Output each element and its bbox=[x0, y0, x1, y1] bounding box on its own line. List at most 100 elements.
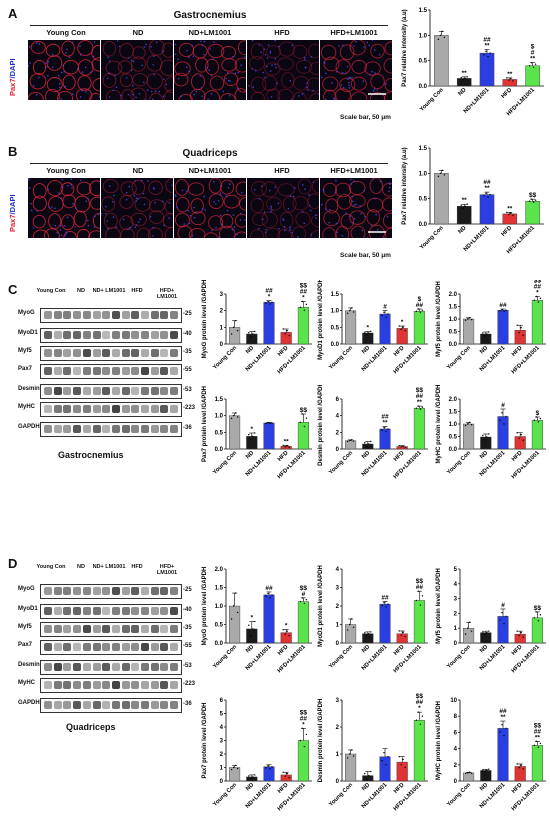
blot-strip bbox=[40, 698, 182, 713]
data-point bbox=[487, 196, 489, 198]
significance-mark: ** bbox=[507, 71, 513, 78]
y-tick-label: 0.0 bbox=[331, 342, 340, 348]
data-point bbox=[466, 423, 469, 425]
data-point bbox=[482, 769, 484, 771]
data-point bbox=[350, 618, 353, 620]
blot-band bbox=[82, 587, 91, 595]
data-point bbox=[443, 36, 446, 39]
blot-band bbox=[111, 425, 120, 433]
blot-band bbox=[63, 367, 72, 375]
blot-band bbox=[170, 331, 179, 339]
micrograph-tile bbox=[247, 178, 328, 245]
data-point bbox=[252, 333, 254, 335]
y-tick-label: 0.0 bbox=[215, 447, 224, 453]
data-point bbox=[387, 428, 389, 430]
blot-band bbox=[73, 701, 82, 709]
bar bbox=[413, 311, 425, 345]
blot-band bbox=[160, 311, 169, 319]
data-point bbox=[265, 422, 267, 425]
blot-band bbox=[92, 681, 101, 689]
blot-band bbox=[92, 701, 101, 709]
y-tick-label: 0 bbox=[336, 641, 340, 647]
blot-band bbox=[170, 367, 179, 375]
bar bbox=[263, 422, 275, 450]
micrograph-image bbox=[247, 178, 328, 245]
blot-band bbox=[160, 681, 169, 689]
data-point bbox=[419, 311, 422, 314]
data-point bbox=[485, 50, 487, 52]
blot-band bbox=[170, 349, 179, 357]
y-tick-label: 1 bbox=[336, 752, 340, 758]
blot-strip bbox=[40, 622, 182, 637]
bar bbox=[345, 310, 357, 345]
x-tick-label: Young Con bbox=[328, 782, 354, 808]
y-tick-label: 5 bbox=[220, 712, 224, 718]
significance-mark: $$ bbox=[534, 722, 542, 729]
blot-band bbox=[121, 607, 130, 615]
group-label-1: ND bbox=[132, 28, 144, 37]
significance-mark: * bbox=[302, 721, 305, 728]
data-point bbox=[508, 213, 510, 216]
blot-band bbox=[141, 387, 149, 395]
bar bbox=[280, 774, 292, 782]
x-tick-label: ND bbox=[245, 644, 255, 654]
blot-band bbox=[131, 701, 140, 709]
blot-band bbox=[111, 643, 120, 651]
pax7-stain-text-b: Pax7 bbox=[8, 214, 17, 232]
blot-band bbox=[111, 387, 120, 395]
blot-band bbox=[63, 387, 72, 395]
significance-mark: $$ bbox=[534, 605, 542, 612]
blot-strip bbox=[40, 364, 182, 379]
x-tick-label: HFD bbox=[511, 782, 524, 795]
significance-mark: # bbox=[302, 591, 306, 598]
data-point bbox=[503, 734, 505, 737]
data-point bbox=[248, 624, 250, 626]
blot-band bbox=[150, 367, 159, 375]
data-point bbox=[305, 303, 308, 306]
significance-mark: ## bbox=[265, 288, 273, 295]
blot-band bbox=[131, 587, 140, 595]
bar bbox=[396, 446, 408, 450]
blot-band bbox=[121, 387, 130, 395]
data-point bbox=[486, 631, 488, 634]
data-point bbox=[383, 602, 385, 604]
data-point bbox=[398, 325, 400, 327]
bar bbox=[531, 420, 543, 450]
blot-band bbox=[63, 587, 72, 595]
blot-band bbox=[141, 367, 149, 375]
data-point bbox=[303, 602, 306, 605]
blot-band bbox=[53, 701, 62, 709]
blot-band bbox=[121, 701, 130, 709]
blot-band bbox=[160, 607, 169, 615]
data-point bbox=[265, 767, 267, 769]
significance-mark: $$ bbox=[416, 693, 424, 700]
data-point bbox=[286, 445, 288, 447]
blot-band bbox=[111, 625, 120, 633]
data-point bbox=[506, 77, 508, 79]
chart-d-myod1: MyoD1 protein level /GAPDH 0 1 2 3 4 Young Con… bbox=[318, 565, 428, 674]
blot-band bbox=[73, 681, 82, 689]
data-point bbox=[236, 329, 239, 332]
significance-mark: ## bbox=[499, 302, 507, 309]
y-tick-label: 2 bbox=[454, 611, 458, 617]
panel-letter-b: B bbox=[8, 144, 18, 159]
blot-size-marker: -40 bbox=[183, 607, 192, 613]
bar bbox=[396, 761, 408, 782]
blot-band bbox=[131, 405, 140, 413]
significance-mark: ## bbox=[483, 179, 491, 186]
data-point bbox=[539, 742, 542, 745]
blot-band bbox=[63, 405, 72, 413]
panel-b-title: Quadriceps bbox=[182, 148, 238, 159]
significance-mark: ## bbox=[499, 708, 507, 715]
blot-band bbox=[111, 331, 120, 339]
data-point bbox=[518, 766, 520, 769]
blot-size-marker: -53 bbox=[183, 663, 192, 669]
blot-band bbox=[150, 311, 159, 319]
blot-protein-label: GAPDH bbox=[18, 424, 40, 430]
data-point bbox=[520, 327, 522, 329]
y-tick-label: 1.0 bbox=[215, 604, 224, 610]
significance-mark: $$ bbox=[534, 280, 542, 285]
bar bbox=[434, 35, 449, 87]
data-point bbox=[267, 765, 269, 767]
x-tick-label: ND bbox=[457, 225, 467, 235]
